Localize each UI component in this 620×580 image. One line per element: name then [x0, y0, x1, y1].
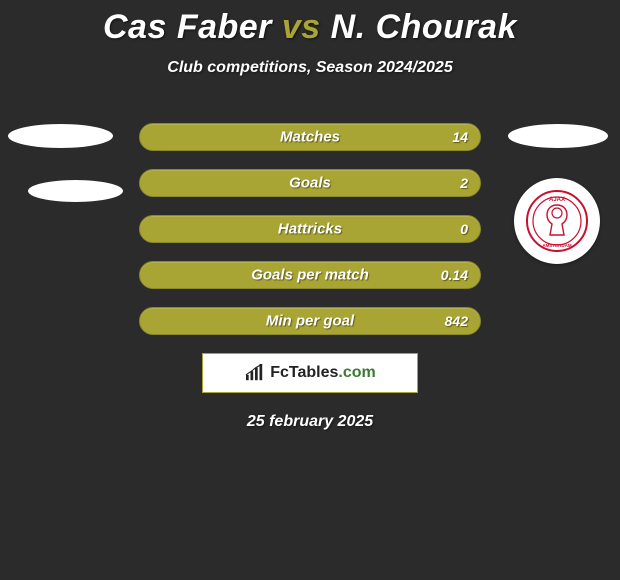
- brand-text: FcTables.com: [270, 364, 376, 382]
- player1-name: Cas Faber: [103, 8, 272, 46]
- ajax-logo-icon: AJAX AMSTERDAM: [525, 189, 589, 253]
- left-player-placeholder: [8, 124, 123, 234]
- vs-text: vs: [282, 8, 321, 46]
- stat-label: Hattricks: [278, 221, 342, 238]
- stat-value: 842: [445, 313, 468, 329]
- stat-row: Goals per match 0.14: [139, 261, 481, 289]
- date-text: 25 february 2025: [0, 413, 620, 431]
- brand-com: .com: [338, 364, 375, 381]
- stat-value: 14: [452, 129, 468, 145]
- placeholder-oval: [8, 124, 113, 148]
- stat-value: 2: [460, 175, 468, 191]
- stat-label: Matches: [280, 129, 340, 146]
- stat-label: Goals: [289, 175, 331, 192]
- stat-value: 0.14: [441, 267, 468, 283]
- svg-text:AJAX: AJAX: [549, 197, 565, 203]
- stat-row: Matches 14: [139, 123, 481, 151]
- stat-row: Hattricks 0: [139, 215, 481, 243]
- bars-icon: [244, 364, 266, 382]
- stat-value: 0: [460, 221, 468, 237]
- stat-label: Goals per match: [251, 267, 369, 284]
- brand-box: FcTables.com: [202, 353, 418, 393]
- stat-row: Min per goal 842: [139, 307, 481, 335]
- stat-row: Goals 2: [139, 169, 481, 197]
- club-badge: AJAX AMSTERDAM: [514, 178, 600, 264]
- stats-container: Matches 14 Goals 2 Hattricks 0 Goals per…: [139, 123, 481, 335]
- stat-label: Min per goal: [266, 313, 354, 330]
- subtitle: Club competitions, Season 2024/2025: [0, 59, 620, 77]
- svg-text:AMSTERDAM: AMSTERDAM: [542, 243, 571, 248]
- comparison-title: Cas Faber vs N. Chourak: [0, 0, 620, 47]
- placeholder-oval: [28, 180, 123, 202]
- right-placeholder-oval: [508, 124, 608, 148]
- player2-name: N. Chourak: [331, 8, 517, 46]
- brand-fc: FcTables: [270, 364, 338, 381]
